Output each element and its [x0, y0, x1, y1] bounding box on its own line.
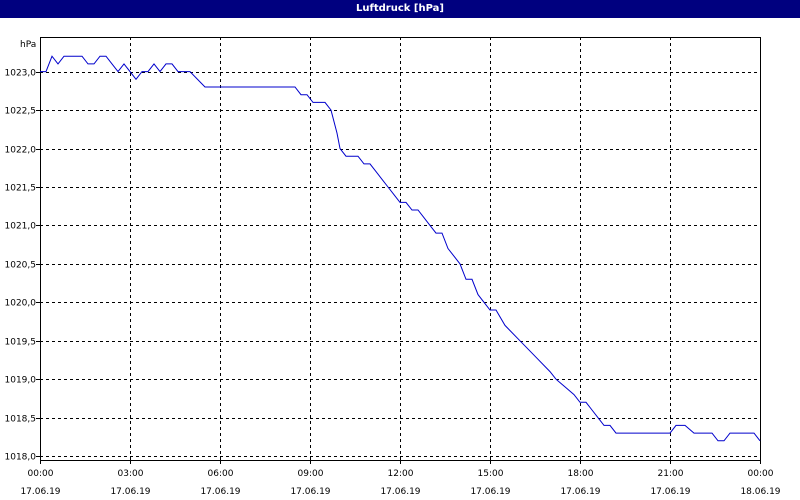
x-tick-time-label: 03:00: [118, 469, 144, 479]
grid-lines: [40, 37, 760, 460]
x-tick-time-label: 06:00: [208, 469, 234, 479]
x-tick-time-label: 15:00: [478, 469, 504, 479]
y-tick-label: 1023,0: [5, 69, 37, 79]
y-tick-label: 1022,0: [5, 146, 37, 156]
y-tick-label: 1019,5: [5, 338, 37, 348]
y-tick-label: 1018,0: [5, 453, 37, 463]
y-tick-label: 1021,5: [5, 184, 37, 194]
x-tick-date-label: 17.06.19: [290, 487, 330, 497]
y-tick-label: 1020,5: [5, 261, 37, 271]
x-tick-time-label: 12:00: [388, 469, 414, 479]
x-tick-time-label: 00:00: [748, 469, 774, 479]
y-tick-label: 1018,5: [5, 415, 37, 425]
x-tick-date-label: 17.06.19: [380, 487, 420, 497]
x-tick-date-label: 17.06.19: [560, 487, 600, 497]
x-tick-date-label: 17.06.19: [200, 487, 240, 497]
x-tick-time-label: 18:00: [568, 469, 594, 479]
x-tick-date-label: 17.06.19: [470, 487, 510, 497]
x-tick-date-label: 18.06.19: [740, 487, 780, 497]
y-tick-label: 1019,0: [5, 376, 37, 386]
x-tick-date-label: 17.06.19: [650, 487, 690, 497]
x-tick-date-label: 17.06.19: [20, 487, 60, 497]
y-tick-label: 1021,0: [5, 222, 37, 232]
y-tick-label: 1022,5: [5, 107, 37, 117]
x-tick-date-label: 17.06.19: [110, 487, 150, 497]
x-axis-ticks: 00:00 17.06.19 03:00 17.06.19 06:00 17.06.19 0…: [20, 460, 781, 497]
x-tick-time-label: 09:00: [298, 469, 324, 479]
series-line-luftdruck: [40, 55, 761, 442]
y-axis-label: hPa: [20, 40, 36, 50]
chart-title: Luftdruck [hPa]: [0, 0, 800, 18]
x-tick-time-label: 21:00: [658, 469, 684, 479]
y-tick-label: 1020,0: [5, 299, 37, 309]
x-tick-time-label: 00:00: [28, 469, 54, 479]
y-axis-ticks: 1018,0 1018,5 1019,0 1019,5 1020,0 1020,5 1021…: [5, 69, 40, 463]
